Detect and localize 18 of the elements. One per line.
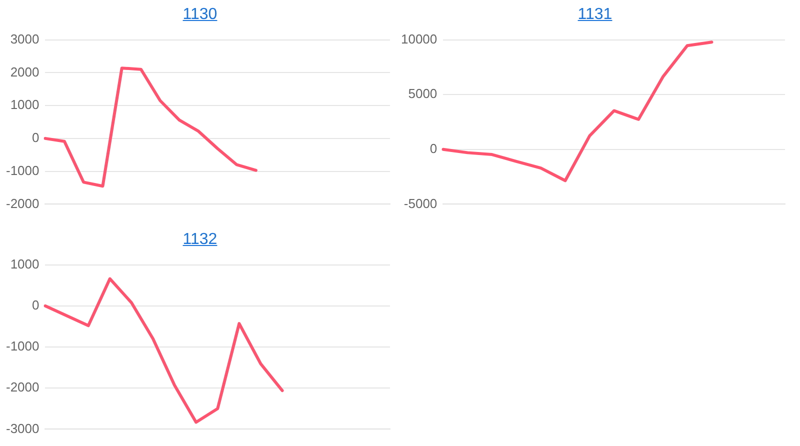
y-tick-label: 2000 <box>10 64 40 80</box>
y-tick-label: -3000 <box>6 420 40 436</box>
y-tick-label: -2000 <box>6 196 40 211</box>
y-tick-label: -1000 <box>6 162 40 178</box>
chart-title: 1130 <box>182 5 218 25</box>
y-tick-label: 10000 <box>400 31 438 46</box>
y-tick-label: 1000 <box>10 256 40 272</box>
y-tick-label: -5000 <box>404 196 438 211</box>
y-tick-label: 3000 <box>10 31 40 46</box>
y-tick-label: 0 <box>32 297 40 312</box>
chart-title: 1132 <box>182 230 218 250</box>
y-tick-label: 0 <box>32 130 40 146</box>
y-tick-label: -1000 <box>6 338 40 354</box>
chart-title: 1131 <box>576 5 614 25</box>
y-tick-label: 1000 <box>10 97 40 112</box>
y-tick-label: 0 <box>430 140 438 156</box>
y-tick-label: 5000 <box>408 86 438 102</box>
y-tick-label: -2000 <box>6 380 40 395</box>
